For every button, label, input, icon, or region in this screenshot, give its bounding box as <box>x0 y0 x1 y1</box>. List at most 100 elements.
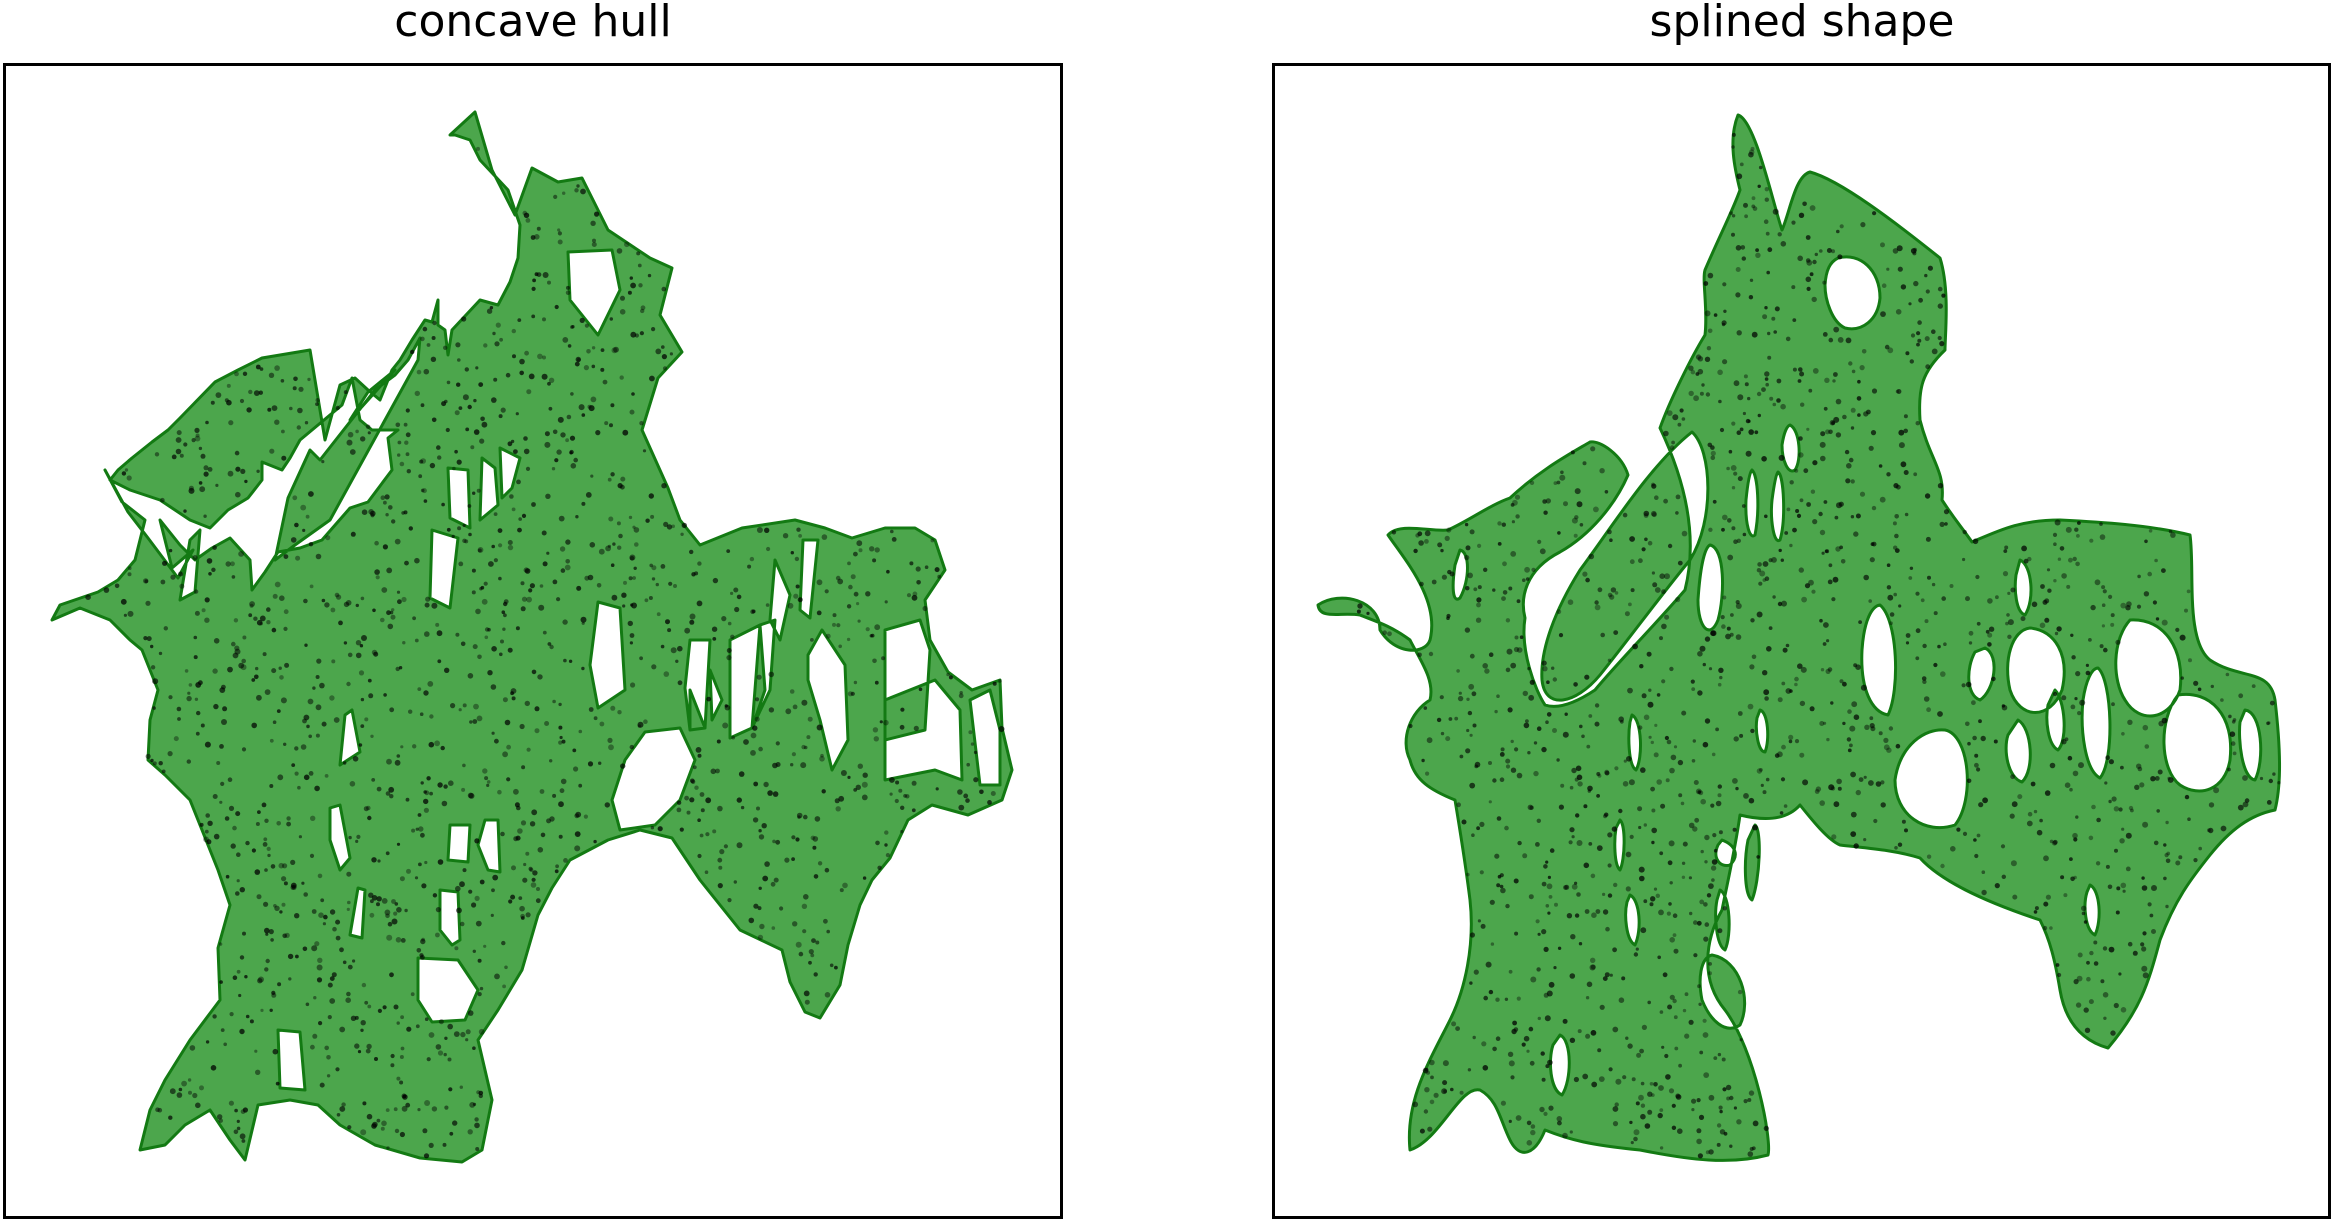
sample-point <box>1976 767 1981 772</box>
sample-point <box>1751 331 1758 338</box>
sample-point <box>1659 1146 1664 1150</box>
sample-point <box>168 548 173 553</box>
sample-point <box>676 800 682 805</box>
sample-point <box>168 1115 173 1120</box>
sample-point <box>1607 658 1612 662</box>
sample-point <box>1596 794 1600 798</box>
sample-point <box>1612 1106 1619 1112</box>
sample-point <box>1763 219 1769 224</box>
sample-point <box>2107 884 2113 890</box>
sample-point <box>1504 825 1509 831</box>
sample-point <box>311 909 317 914</box>
sample-point <box>1987 632 1993 638</box>
sample-point <box>1745 450 1752 457</box>
sample-point <box>1824 377 1830 383</box>
sample-point <box>1908 302 1912 306</box>
sample-point <box>179 583 185 589</box>
sample-point <box>2108 759 2114 765</box>
sample-point <box>2149 913 2154 918</box>
sample-point <box>689 549 694 555</box>
sample-point <box>1823 406 1828 411</box>
sample-point <box>1980 735 1986 742</box>
sample-point <box>300 504 307 511</box>
sample-point <box>1667 860 1673 866</box>
sample-point <box>244 975 248 979</box>
sample-point <box>371 857 377 863</box>
sample-point <box>1667 543 1673 549</box>
sample-point <box>303 774 310 781</box>
sample-point <box>484 627 490 632</box>
sample-point <box>1527 666 1531 671</box>
sample-point <box>1717 682 1722 687</box>
sample-point <box>239 398 245 404</box>
sample-point <box>1446 527 1452 533</box>
sample-point <box>2187 817 2191 821</box>
sample-point <box>255 364 261 370</box>
sample-point <box>304 421 309 425</box>
sample-point <box>417 813 422 817</box>
sample-point <box>1663 430 1669 437</box>
sample-point <box>2081 905 2087 911</box>
sample-point <box>2033 809 2038 814</box>
sample-point <box>498 543 503 548</box>
sample-point <box>447 1057 452 1062</box>
sample-point <box>2165 904 2169 909</box>
sample-point <box>455 632 460 637</box>
sample-point <box>483 343 488 348</box>
sample-point <box>1792 318 1797 322</box>
sample-point <box>1820 668 1825 672</box>
sample-point <box>1729 632 1734 637</box>
sample-point <box>1924 619 1929 624</box>
sample-point <box>198 481 203 485</box>
sample-point <box>310 815 316 821</box>
sample-point <box>1704 310 1711 317</box>
sample-point <box>2000 844 2006 849</box>
sample-point <box>519 370 524 376</box>
sample-point <box>414 390 420 397</box>
sample-point <box>170 574 176 580</box>
sample-point <box>374 1057 378 1061</box>
sample-point <box>894 798 899 804</box>
sample-point <box>1895 309 1902 315</box>
sample-point <box>316 658 322 664</box>
sample-point <box>1682 841 1688 847</box>
sample-point <box>394 1128 400 1134</box>
sample-point <box>426 343 431 347</box>
sample-point <box>1755 248 1759 253</box>
sample-point <box>173 736 179 742</box>
sample-point <box>1464 627 1471 633</box>
sample-point <box>266 620 271 625</box>
sample-point <box>1916 342 1920 347</box>
sample-point <box>474 1117 479 1122</box>
sample-point <box>2113 806 2120 812</box>
sample-point <box>1765 231 1770 236</box>
sample-point <box>2141 946 2147 952</box>
sample-point <box>1546 680 1550 684</box>
sample-point <box>2166 851 2171 856</box>
sample-point <box>1833 326 1840 333</box>
sample-point <box>1510 551 1517 557</box>
sample-point <box>1579 724 1583 729</box>
sample-point <box>272 720 277 724</box>
sample-point <box>204 597 210 603</box>
sample-point <box>203 471 209 477</box>
sample-point <box>1825 549 1830 554</box>
sample-point <box>1809 205 1816 211</box>
sample-point <box>1981 889 1987 896</box>
sample-point <box>447 1023 454 1030</box>
sample-point <box>554 869 559 874</box>
sample-point <box>1737 989 1743 995</box>
sample-point <box>2075 671 2081 677</box>
sample-point <box>578 404 585 411</box>
sample-point <box>459 881 465 888</box>
sample-point <box>1513 878 1519 884</box>
sample-point <box>513 788 519 795</box>
sample-point <box>241 1139 246 1143</box>
sample-point <box>1635 1101 1640 1106</box>
sample-point <box>271 668 277 674</box>
sample-point <box>1515 514 1520 519</box>
sample-point <box>1516 647 1523 653</box>
sample-point <box>238 551 245 557</box>
sample-point <box>150 758 154 763</box>
sample-point <box>1924 273 1928 278</box>
